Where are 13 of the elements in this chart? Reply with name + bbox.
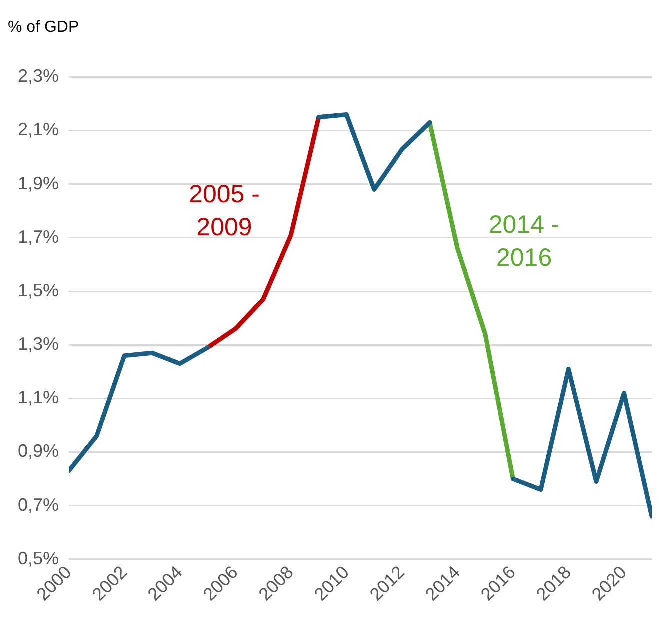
y-tick-label: 0,9% xyxy=(18,441,60,462)
y-tick-label: 0,5% xyxy=(18,548,60,568)
y-tick-label: 1,9% xyxy=(18,173,60,194)
y-tick-label: 1,3% xyxy=(18,334,60,354)
y-tick-label: 1,7% xyxy=(18,226,60,247)
y-tick-label: 1,5% xyxy=(18,280,60,300)
y-tick-label: 2,1% xyxy=(18,120,60,140)
y-axis-title: % of GDP xyxy=(8,19,80,36)
annotation: 2005 - 2009 xyxy=(189,180,260,242)
y-tick-label: 0,7% xyxy=(18,494,60,515)
annotation: 2014 - 2016 xyxy=(488,211,560,272)
y-tick-label: 1,1% xyxy=(18,388,60,408)
y-tick-label: 2,3% xyxy=(18,66,60,86)
